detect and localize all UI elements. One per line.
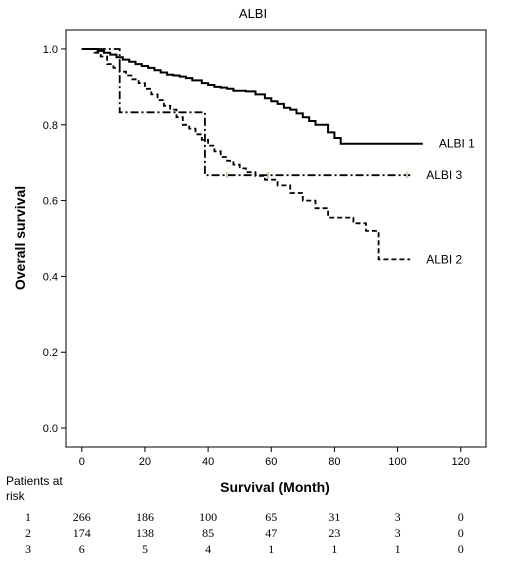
risk-count: 5 — [141, 542, 148, 556]
series-labels: ALBI 1 ALBI 2 ALBI 3 — [426, 137, 475, 267]
risk-table: 1 266 186 100 65 31 3 0 2 174 138 85 47 23 3 0 3 6 5 4 1 1 1 0 — [0, 510, 506, 570]
risk-group-label: 2 — [25, 526, 31, 540]
risk-count: 3 — [394, 510, 401, 524]
risk-count: 3 — [394, 526, 401, 540]
y-tick-label: 0.8 — [43, 120, 58, 132]
risk-row-1: 1 266 186 100 65 31 3 0 — [0, 510, 506, 526]
risk-group-label: 3 — [25, 542, 31, 556]
risk-count: 6 — [78, 542, 85, 556]
risk-group-label: 1 — [25, 510, 31, 524]
series-line-albi-1 — [81, 48, 423, 145]
risk-row-2: 2 174 138 85 47 23 3 0 — [0, 526, 506, 542]
y-tick-label: 0.0 — [43, 423, 58, 435]
risk-count: 65 — [265, 510, 278, 524]
series-label-albi-2: ALBI 2 — [426, 252, 462, 266]
risk-count: 1 — [268, 542, 275, 556]
risk-count: 266 — [72, 510, 91, 524]
risk-count: 0 — [457, 542, 464, 556]
risk-row-3: 3 6 5 4 1 1 1 0 — [0, 542, 506, 558]
risk-count: 186 — [135, 510, 154, 524]
series-lines — [81, 48, 423, 261]
risk-count: 47 — [265, 526, 278, 540]
series-label-albi-3: ALBI 3 — [426, 168, 462, 182]
series-label-albi-1: ALBI 1 — [439, 137, 475, 151]
x-tick-label: 100 — [388, 456, 406, 468]
risk-count: 4 — [205, 542, 212, 556]
y-tick-label: 0.6 — [43, 196, 58, 208]
risk-count: 0 — [457, 526, 464, 540]
risk-count: 138 — [135, 526, 154, 540]
risk-count: 1 — [394, 542, 401, 556]
y-tick-label: 0.4 — [43, 271, 58, 283]
risk-count: 0 — [457, 510, 464, 524]
x-axis-label: Survival (Month) — [220, 479, 330, 495]
risk-count: 85 — [202, 526, 215, 540]
risk-count: 23 — [328, 526, 341, 540]
y-tick-label: 0.2 — [43, 347, 58, 359]
x-tick-label: 120 — [452, 456, 470, 468]
x-tick-label: 0 — [79, 456, 85, 468]
risk-count: 174 — [72, 526, 91, 540]
risk-count: 1 — [331, 542, 338, 556]
risk-table-heading: Patients at risk — [6, 474, 63, 503]
y-axis-label: Overall survival — [12, 186, 28, 290]
x-tick-label: 60 — [265, 456, 277, 468]
plot-frame — [65, 29, 487, 448]
risk-count: 31 — [328, 510, 341, 524]
series-line-albi-2 — [81, 48, 411, 261]
x-tick-label: 20 — [139, 456, 151, 468]
x-tick-label: 40 — [202, 456, 214, 468]
series-line-albi-3 — [81, 48, 411, 177]
chart-title: ALBI — [238, 6, 268, 21]
x-tick-label: 80 — [328, 456, 340, 468]
risk-count: 100 — [199, 510, 218, 524]
y-tick-label: 1.0 — [43, 44, 58, 56]
axes: 0.0 0.2 0.4 0.6 0.8 1.0 0 20 40 60 80 100 120 Surviva… — [12, 29, 487, 495]
km-plot: 0.0 0.2 0.4 0.6 0.8 1.0 0 20 40 60 80 100 120 Surviva… — [12, 29, 487, 495]
